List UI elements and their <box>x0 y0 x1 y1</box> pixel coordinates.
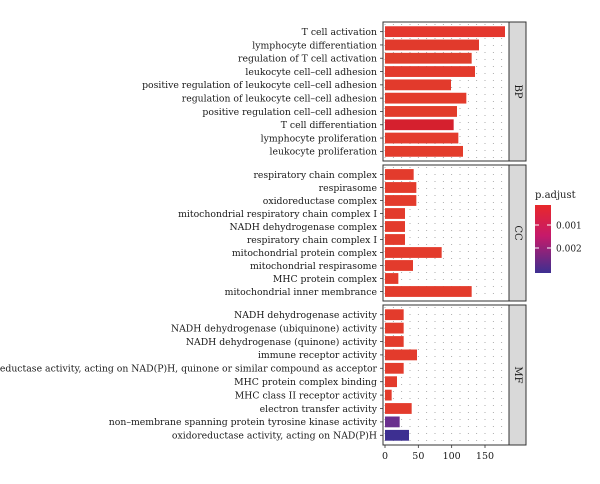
bar <box>385 362 404 374</box>
bar <box>385 389 392 401</box>
facet-label: BP <box>512 84 523 98</box>
legend-colorbar <box>535 205 551 273</box>
bar <box>385 145 463 157</box>
panel-mf: NADH dehydrogenase activity NADH dehydrog… <box>0 304 527 446</box>
bar <box>385 349 417 361</box>
bar <box>385 208 405 219</box>
category-label: MHC protein complex binding <box>234 377 377 388</box>
category-label: mitochondrial respirasome <box>250 261 378 272</box>
category-label: NADH dehydrogenase activity <box>234 310 378 321</box>
bar <box>385 376 397 388</box>
x-tick-label: 150 <box>476 451 494 462</box>
category-label: mitochondrial inner membrance <box>225 287 378 298</box>
bar <box>385 169 414 180</box>
bar <box>385 195 417 206</box>
bar <box>385 260 413 271</box>
panel-background <box>383 305 509 445</box>
category-label: mitochondrial protein complex <box>232 248 378 259</box>
category-label: T cell activation <box>302 27 377 38</box>
legend-title: p.adjust <box>535 190 576 201</box>
facet-label: MF <box>512 366 523 383</box>
bar <box>385 429 409 441</box>
bar <box>385 79 451 91</box>
facet-strip <box>508 164 527 302</box>
category-label: mitochondrial respiratory chain complex … <box>178 209 377 220</box>
x-tick-label: 50 <box>412 451 424 462</box>
category-label: MHC class II receptor activity <box>235 390 378 401</box>
bar <box>385 286 472 297</box>
legend-tick-label: 0.002 <box>556 244 582 254</box>
category-label: electron transfer activity <box>260 404 378 415</box>
bar <box>385 106 457 117</box>
category-label: oxidoreductase activity, acting on NAD(P… <box>172 431 377 442</box>
bar <box>385 182 417 193</box>
category-label: oxidoreductase activity, acting on NAD(P… <box>0 364 378 375</box>
bar <box>385 416 400 428</box>
category-label: positive regulation cell–cell adhesion <box>202 107 377 118</box>
bar <box>385 119 454 131</box>
category-label: lymphocyte proliferation <box>261 133 377 144</box>
bar <box>385 309 404 321</box>
legend-tick-label: 0.001 <box>556 221 582 231</box>
bar <box>385 322 404 334</box>
facet-label: CC <box>512 225 523 241</box>
bar <box>385 132 459 144</box>
bar <box>385 403 412 414</box>
category-label: MHC protein complex <box>273 274 378 285</box>
bar <box>385 336 404 347</box>
category-label: respirasome <box>319 183 378 194</box>
category-label: non–membrane spanning protein tyrosine k… <box>109 417 378 428</box>
category-label: T cell differentiation <box>281 120 377 131</box>
bar <box>385 66 475 77</box>
category-label: NADH dehydrogenase complex <box>229 222 377 233</box>
category-label: leukocyte proliferation <box>269 147 377 158</box>
bar <box>385 26 505 38</box>
bar <box>385 247 442 258</box>
bar <box>385 221 405 232</box>
category-label: leukocyte cell–cell adhesion <box>245 67 377 78</box>
category-label: lymphocyte differentiation <box>252 40 377 51</box>
category-label: regulation of T cell activation <box>238 54 377 65</box>
x-tick-label: 100 <box>443 451 461 462</box>
bar <box>385 273 399 284</box>
bar <box>385 92 467 104</box>
category-label: immune receptor activity <box>258 350 378 361</box>
facet-strip <box>508 304 527 446</box>
category-label: respiratory chain complex <box>253 170 377 181</box>
bar <box>385 234 405 245</box>
x-tick-label: 0 <box>382 451 388 462</box>
facet-strip <box>508 21 527 162</box>
x-axis: 0 50 100 150 <box>382 445 494 462</box>
bar <box>385 39 479 51</box>
category-label: NADH dehydrogenase (ubiquinone) activity <box>171 323 378 334</box>
category-label: oxidoreductase complex <box>263 196 378 207</box>
plot-panels: T cell activation lymphocyte differentiat… <box>0 21 527 446</box>
category-label: regulation of leukocyte cell–cell adhesi… <box>182 93 377 104</box>
category-label: NADH dehydrogenase (quinone) activity <box>186 337 378 348</box>
category-label: respiratory chain complex I <box>247 235 378 246</box>
panel-cc: respiratory chain complex respirasome oxid… <box>178 164 527 302</box>
category-label: positive regulation of leukocyte cell–ce… <box>142 80 377 91</box>
legend: p.adjust 0.001 0.002 <box>535 190 582 273</box>
bar <box>385 52 472 64</box>
panel-bp: T cell activation lymphocyte differentiat… <box>142 21 527 162</box>
